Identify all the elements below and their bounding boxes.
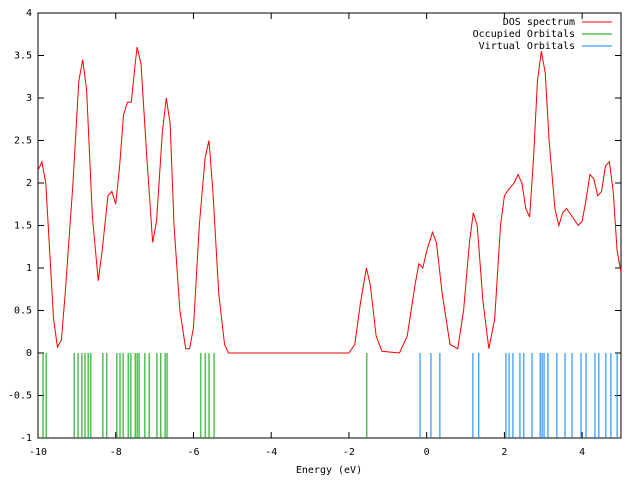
legend-label: DOS spectrum bbox=[503, 17, 575, 28]
y-tick-label: 2 bbox=[26, 178, 32, 189]
y-tick-label: -0.5 bbox=[8, 391, 32, 402]
x-tick-label: 2 bbox=[501, 447, 507, 458]
y-tick-label: 1 bbox=[26, 263, 32, 274]
y-tick-label: 0 bbox=[26, 348, 32, 359]
y-tick-label: 3 bbox=[26, 93, 32, 104]
y-tick-label: 4 bbox=[26, 8, 32, 19]
legend-label: Occupied Orbitals bbox=[473, 29, 575, 40]
plot-border bbox=[37, 12, 622, 439]
x-tick-label: -6 bbox=[187, 447, 199, 458]
y-tick-label: 3.5 bbox=[14, 51, 32, 62]
y-tick-label: 1.5 bbox=[14, 221, 32, 232]
x-tick-label: -10 bbox=[29, 447, 47, 458]
x-tick-label: -2 bbox=[343, 447, 355, 458]
x-tick-label: -4 bbox=[265, 447, 277, 458]
x-tick-label: 0 bbox=[424, 447, 430, 458]
x-tick-label: -8 bbox=[110, 447, 122, 458]
dos-line bbox=[37, 46, 622, 354]
y-tick-label: -1 bbox=[20, 433, 32, 444]
legend-label: Virtual Orbitals bbox=[479, 41, 575, 52]
x-axis-label: Energy (eV) bbox=[296, 465, 362, 476]
x-tick-label: 4 bbox=[579, 447, 585, 458]
y-tick-label: 2.5 bbox=[14, 136, 32, 147]
y-tick-label: 0.5 bbox=[14, 306, 32, 317]
